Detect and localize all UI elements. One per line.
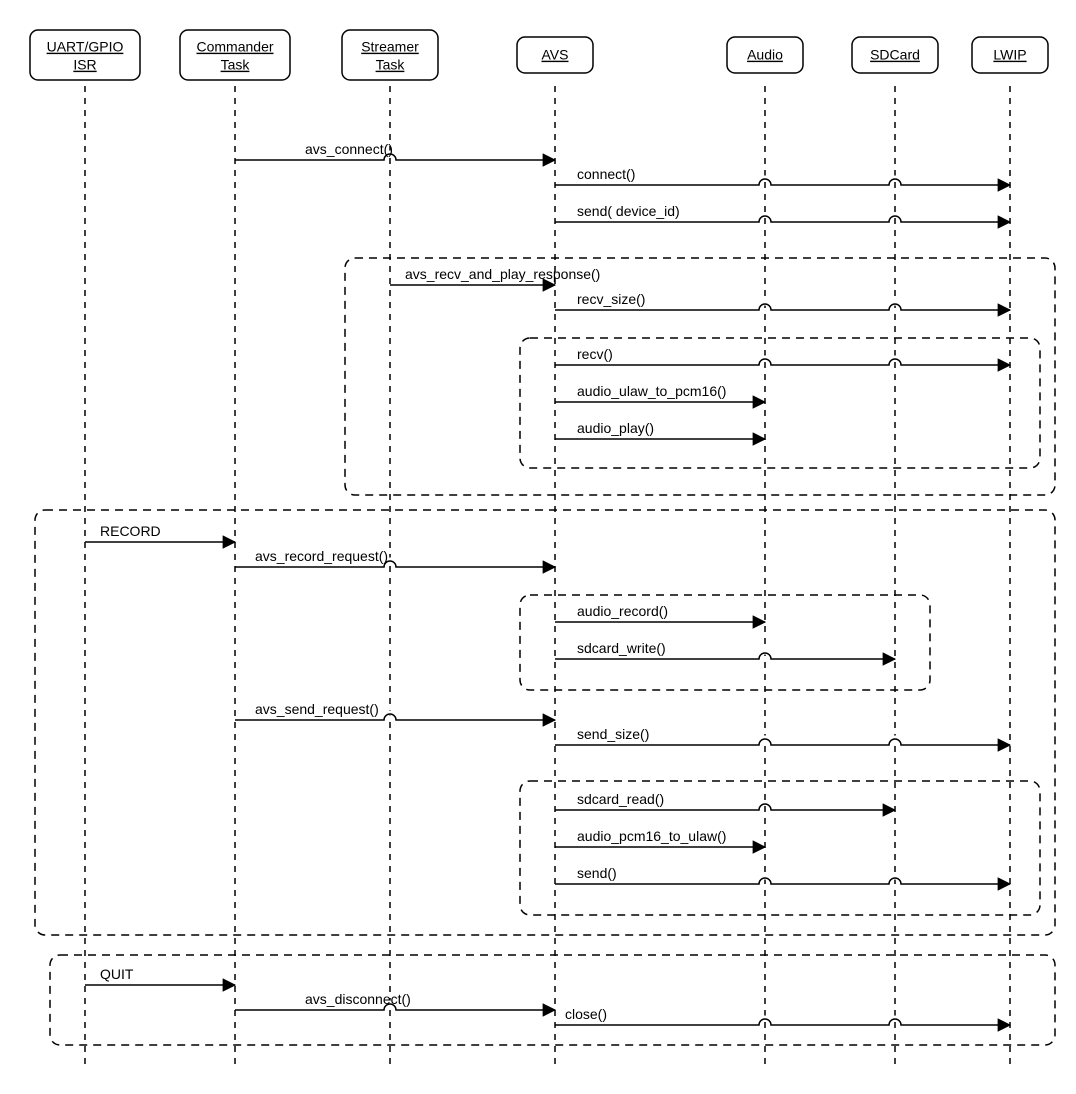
fragment-box bbox=[345, 258, 1055, 495]
sequence-diagram: UART/GPIO ISR Commander Task Streamer Task AVS… bbox=[0, 0, 1076, 1094]
message-label: sdcard_read() bbox=[577, 791, 664, 807]
message-label: RECORD bbox=[100, 523, 161, 539]
message-label: QUIT bbox=[100, 966, 134, 982]
lifeline-label: Commander bbox=[196, 39, 273, 55]
lifeline-uart: UART/GPIO ISR bbox=[30, 30, 140, 1070]
lifeline-sdcard: SDCard bbox=[852, 37, 938, 1070]
message-label: sdcard_write() bbox=[577, 640, 666, 656]
message-label: connect() bbox=[577, 166, 635, 182]
message-label: avs_recv_and_play_response() bbox=[405, 266, 600, 282]
message-label: audio_record() bbox=[577, 603, 668, 619]
message-label: send() bbox=[577, 865, 617, 881]
message-label: audio_play() bbox=[577, 420, 654, 436]
message-arrow bbox=[555, 878, 1010, 884]
message-label: audio_pcm16_to_ulaw() bbox=[577, 828, 726, 844]
message-label: avs_record_request() bbox=[255, 548, 388, 564]
lifeline-label: LWIP bbox=[993, 47, 1026, 63]
fragment-box bbox=[50, 955, 1055, 1045]
lifeline-label: Streamer bbox=[361, 39, 419, 55]
message-label: avs_connect() bbox=[305, 141, 393, 157]
message-label: audio_ulaw_to_pcm16() bbox=[577, 383, 726, 399]
lifeline-label: SDCard bbox=[870, 47, 920, 63]
lifeline-label: ISR bbox=[73, 57, 96, 73]
message-label: close() bbox=[565, 1006, 607, 1022]
message-label: send( device_id) bbox=[577, 203, 680, 219]
message-label: avs_send_request() bbox=[255, 701, 379, 717]
message-arrow bbox=[555, 359, 1010, 365]
lifeline-label: Task bbox=[376, 57, 406, 73]
message-label: send_size() bbox=[577, 726, 649, 742]
lifeline-label: Audio bbox=[747, 47, 783, 63]
lifeline-label: UART/GPIO bbox=[47, 39, 124, 55]
message-label: recv() bbox=[577, 346, 613, 362]
message-label: recv_size() bbox=[577, 291, 645, 307]
message-arrow bbox=[555, 1019, 1010, 1025]
lifeline-label: AVS bbox=[542, 47, 569, 63]
message-label: avs_disconnect() bbox=[305, 991, 411, 1007]
lifeline-label: Task bbox=[221, 57, 251, 73]
fragment-box bbox=[35, 510, 1055, 935]
